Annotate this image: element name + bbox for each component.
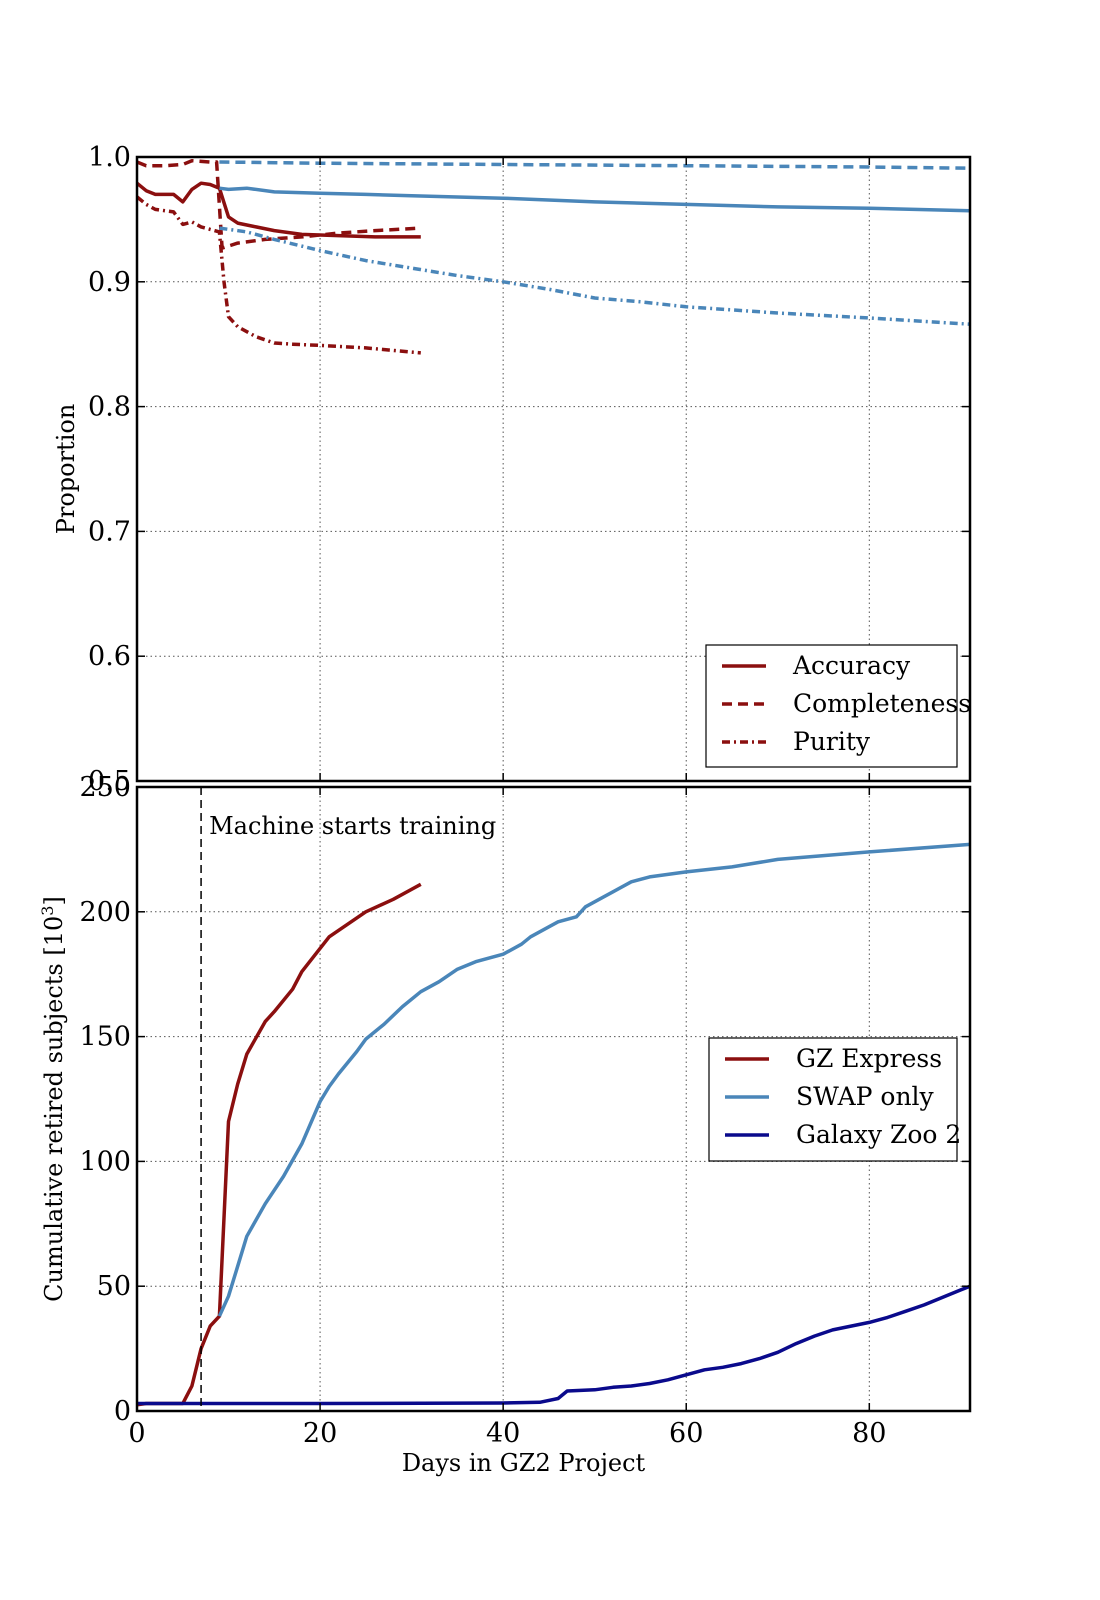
legend-label-galaxy-zoo-2: Galaxy Zoo 2 bbox=[796, 1120, 961, 1149]
legend-label-accuracy: Accuracy bbox=[792, 651, 911, 680]
bottom-plot-frame bbox=[135, 785, 972, 1413]
y-tick-label: 0.8 bbox=[88, 392, 131, 423]
y-tick-label: 0.6 bbox=[88, 641, 131, 672]
top-y-axis-label: Proportion bbox=[52, 404, 80, 535]
legend-label-swap-only: SWAP only bbox=[796, 1082, 935, 1111]
series-galaxy-zoo-2 bbox=[137, 1284, 971, 1406]
bottom-plot-lines bbox=[136, 842, 971, 1407]
series-swap-only-purity bbox=[219, 226, 971, 326]
top-legend: Accuracy Completeness Purity bbox=[705, 644, 971, 768]
y-tick-label: 150 bbox=[79, 1022, 131, 1053]
y-tick-label: 200 bbox=[79, 897, 131, 928]
series-swap-only bbox=[217, 842, 971, 1317]
y-tick-label: 0 bbox=[114, 1396, 131, 1427]
series-gz-express-completeness bbox=[136, 158, 421, 250]
bottom-plot-ticks: 0 20 40 60 80 0 50 100 150 200 250 bbox=[79, 772, 970, 1449]
y-tick-label: 1.0 bbox=[88, 142, 131, 173]
legend-label-gz-express: GZ Express bbox=[796, 1044, 942, 1073]
y-tick-label: 50 bbox=[97, 1271, 131, 1302]
y-tick-label: 0.9 bbox=[88, 267, 131, 298]
y-tick-label: 0.5 bbox=[88, 766, 131, 797]
x-tick-label: 40 bbox=[486, 1418, 520, 1449]
x-tick-label: 20 bbox=[303, 1418, 337, 1449]
legend-label-completeness: Completeness bbox=[793, 689, 971, 718]
legend-label-purity: Purity bbox=[793, 727, 871, 756]
y-tick-label: 250 bbox=[79, 772, 131, 803]
top-plot-lines bbox=[135, 158, 971, 355]
series-gz-express bbox=[136, 882, 422, 1407]
y-axis-label-exponent: 3 bbox=[38, 906, 57, 916]
bottom-x-axis-label: Days in GZ2 Project bbox=[402, 1449, 646, 1477]
training-start-annotation: Machine starts training bbox=[209, 812, 496, 840]
series-gz-express-purity bbox=[135, 195, 421, 355]
bottom-legend: GZ Express SWAP only Galaxy Zoo 2 bbox=[708, 1037, 961, 1162]
top-plot-grid bbox=[137, 157, 970, 781]
top-plot-frame bbox=[135, 155, 972, 783]
series-swap-only-accuracy bbox=[219, 186, 971, 213]
y-tick-label: 0.7 bbox=[88, 516, 131, 547]
x-tick-label: 60 bbox=[669, 1418, 703, 1449]
bottom-y-axis-label: Cumulative retired subjects [103] bbox=[38, 896, 69, 1302]
y-tick-label: 100 bbox=[79, 1146, 131, 1177]
series-swap-only-completeness bbox=[219, 160, 971, 170]
x-tick-label: 80 bbox=[852, 1418, 886, 1449]
x-tick-label: 0 bbox=[128, 1418, 145, 1449]
